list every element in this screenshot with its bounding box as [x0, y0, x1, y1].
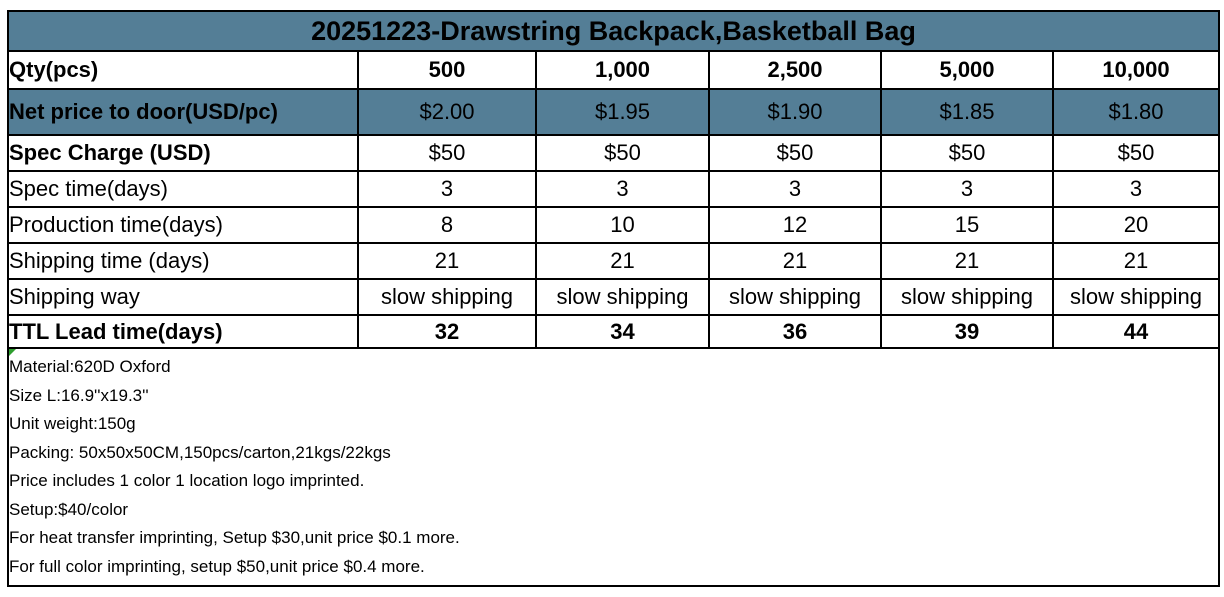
- note-line: Packing: 50x50x50CM,150pcs/carton,21kgs/…: [9, 442, 391, 462]
- value-cell: 21: [357, 242, 537, 280]
- quote-table: 20251223-Drawstring Backpack,Basketball …: [7, 10, 1220, 587]
- value-cell: slow shipping: [1052, 278, 1220, 316]
- qty-value-cell: 1,000: [535, 50, 710, 90]
- value-cell: $50: [1052, 134, 1220, 172]
- value-cell: 3: [708, 170, 882, 208]
- spec-time-row: Spec time(days) 3 3 3 3 3: [7, 170, 1220, 208]
- value-cell: slow shipping: [535, 278, 710, 316]
- note-line: Price includes 1 color 1 location logo i…: [9, 471, 365, 490]
- value-cell: 3: [535, 170, 710, 208]
- value-cell: 36: [708, 314, 882, 349]
- value-cell: 21: [1052, 242, 1220, 280]
- value-cell: slow shipping: [708, 278, 882, 316]
- value-cell: $50: [880, 134, 1054, 172]
- ttl-lead-time-row: TTL Lead time(days) 32 34 36 39 44: [7, 314, 1220, 349]
- value-cell: 32: [357, 314, 537, 349]
- spec-charge-row: Spec Charge (USD) $50 $50 $50 $50 $50: [7, 134, 1220, 172]
- notes-row: Material:620D Oxford Size L:16.9''x19.3'…: [7, 347, 1220, 587]
- value-cell: 21: [708, 242, 882, 280]
- note-line: Setup:$40/color: [9, 499, 129, 519]
- row-label: Shipping time (days): [7, 242, 359, 280]
- value-cell: 12: [708, 206, 882, 244]
- shipping-way-row: Shipping way slow shipping slow shipping…: [7, 278, 1220, 316]
- value-cell: 21: [535, 242, 710, 280]
- production-time-row: Production time(days) 8 10 12 15 20: [7, 206, 1220, 244]
- title-row: 20251223-Drawstring Backpack,Basketball …: [7, 10, 1220, 52]
- value-cell: 10: [535, 206, 710, 244]
- value-cell: slow shipping: [880, 278, 1054, 316]
- net-price-row: Net price to door(USD/pc) $2.00 $1.95 $1…: [7, 88, 1220, 136]
- value-cell: $1.80: [1052, 88, 1220, 136]
- note-line: Unit weight:150g: [9, 414, 136, 433]
- row-label: Spec Charge (USD): [7, 134, 359, 172]
- value-cell: 3: [880, 170, 1054, 208]
- row-label: Net price to door(USD/pc): [7, 88, 359, 136]
- note-line: For full color imprinting, setup $50,uni…: [9, 556, 425, 576]
- value-cell: 34: [535, 314, 710, 349]
- value-cell: 3: [1052, 170, 1220, 208]
- note-line: Size L:16.9''x19.3'': [9, 385, 149, 405]
- shipping-time-row: Shipping time (days) 21 21 21 21 21: [7, 242, 1220, 280]
- notes-block: Material:620D Oxford Size L:16.9''x19.3'…: [7, 347, 1220, 587]
- value-cell: 15: [880, 206, 1054, 244]
- sheet-title: 20251223-Drawstring Backpack,Basketball …: [7, 10, 1220, 52]
- value-cell: $50: [535, 134, 710, 172]
- value-cell: 8: [357, 206, 537, 244]
- note-line: For heat transfer imprinting, Setup $30,…: [9, 528, 460, 547]
- row-label: Production time(days): [7, 206, 359, 244]
- value-cell: $1.95: [535, 88, 710, 136]
- value-cell: $1.90: [708, 88, 882, 136]
- qty-value-cell: 5,000: [880, 50, 1054, 90]
- row-label: TTL Lead time(days): [7, 314, 359, 349]
- value-cell: 20: [1052, 206, 1220, 244]
- value-cell: $2.00: [357, 88, 537, 136]
- cell-error-indicator-icon: [10, 350, 16, 356]
- qty-header-row: Qty(pcs) 500 1,000 2,500 5,000 10,000: [7, 50, 1220, 90]
- value-cell: $50: [357, 134, 537, 172]
- value-cell: 3: [357, 170, 537, 208]
- qty-value-cell: 10,000: [1052, 50, 1220, 90]
- qty-value-cell: 500: [357, 50, 537, 90]
- value-cell: 39: [880, 314, 1054, 349]
- qty-row-label: Qty(pcs): [7, 50, 359, 90]
- note-line: Material:620D Oxford: [9, 357, 171, 376]
- row-label: Shipping way: [7, 278, 359, 316]
- value-cell: $1.85: [880, 88, 1054, 136]
- value-cell: slow shipping: [357, 278, 537, 316]
- row-label: Spec time(days): [7, 170, 359, 208]
- qty-value-cell: 2,500: [708, 50, 882, 90]
- value-cell: 21: [880, 242, 1054, 280]
- value-cell: $50: [708, 134, 882, 172]
- value-cell: 44: [1052, 314, 1220, 349]
